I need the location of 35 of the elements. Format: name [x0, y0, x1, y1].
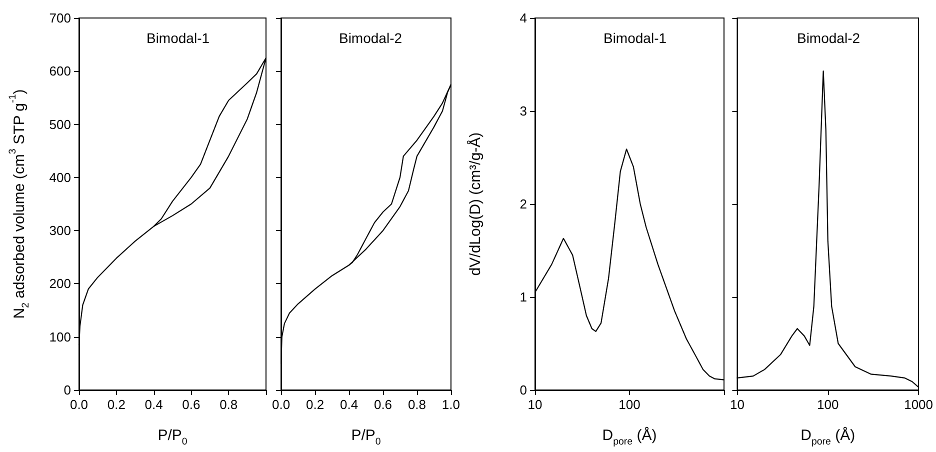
- y-tick-label: 400: [49, 170, 71, 185]
- y-tick-label: 200: [49, 276, 71, 292]
- y-axis-title: dV/dLog(D) (cm³/g-Å): [466, 132, 484, 276]
- y-tick-label: 500: [49, 116, 71, 132]
- x-tick-label: 0.4: [340, 397, 358, 412]
- x-tick-label: 0.8: [220, 397, 238, 412]
- x-tick-label: 100: [817, 397, 839, 412]
- x-tick-label: 0.8: [408, 397, 426, 412]
- text: Bimodal-1: [603, 30, 667, 46]
- y-tick-label: 700: [49, 10, 71, 26]
- text: Bimodal-2: [796, 30, 860, 46]
- y-tick-label: 2: [520, 196, 527, 212]
- x-tick-label: 1.0: [442, 397, 460, 412]
- x-tick-label: 0.6: [374, 397, 392, 412]
- y-tick-label: 300: [49, 223, 71, 238]
- y-tick-label: 100: [49, 329, 71, 344]
- y-tick-label: 1: [520, 290, 527, 304]
- x-tick-label: 0.0: [272, 397, 290, 412]
- x-tick-label: 0.2: [107, 397, 126, 412]
- x-tick-label: 0.2: [306, 397, 324, 412]
- y-tick-label: 0: [64, 382, 71, 398]
- x-tick-label: 0.0: [70, 397, 88, 412]
- x-tick-label: 0.4: [144, 397, 163, 412]
- x-tick-label: 0.6: [182, 397, 200, 412]
- x-tick-label: 100: [618, 397, 640, 412]
- text: Bimodal-1: [146, 30, 210, 46]
- x-tick-label: 10: [528, 397, 542, 412]
- x-tick-label: 10: [730, 397, 744, 412]
- y-tick-label: 600: [49, 64, 71, 79]
- y-tick-label: 3: [520, 104, 527, 118]
- y-tick-label: 0: [520, 382, 527, 398]
- x-tick-label: 1000: [904, 397, 933, 412]
- text: Bimodal-2: [338, 30, 402, 46]
- y-tick-label: 4: [520, 10, 527, 26]
- y-axis-title: N2 adsorbed volume (cm3 STP g-1): [8, 89, 32, 319]
